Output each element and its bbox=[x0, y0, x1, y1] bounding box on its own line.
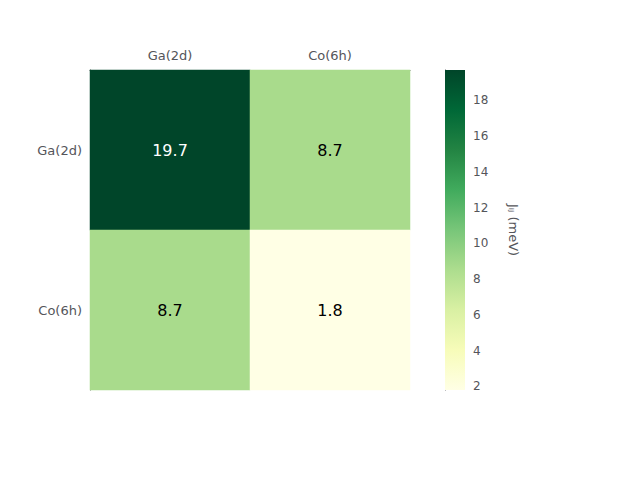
svg-text:Ga(2d): Ga(2d) bbox=[37, 143, 82, 158]
svg-text:8.7: 8.7 bbox=[157, 301, 182, 320]
svg-text:10: 10 bbox=[473, 236, 488, 250]
svg-text:18: 18 bbox=[473, 93, 488, 107]
svg-text:14: 14 bbox=[473, 165, 488, 179]
svg-text:8: 8 bbox=[473, 272, 481, 286]
svg-text:Co(6h): Co(6h) bbox=[38, 303, 82, 318]
svg-text:1.8: 1.8 bbox=[317, 301, 342, 320]
svg-text:6: 6 bbox=[473, 308, 481, 322]
svg-text:16: 16 bbox=[473, 129, 488, 143]
svg-text:8.7: 8.7 bbox=[317, 141, 342, 160]
svg-text:Co(6h): Co(6h) bbox=[308, 48, 352, 63]
svg-text:Ga(2d): Ga(2d) bbox=[148, 48, 193, 63]
svg-text:19.7: 19.7 bbox=[152, 141, 188, 160]
svg-text:Jᵢⱼ (meV): Jᵢⱼ (meV) bbox=[506, 203, 521, 256]
svg-text:4: 4 bbox=[473, 344, 481, 358]
svg-text:12: 12 bbox=[473, 201, 488, 215]
svg-text:2: 2 bbox=[473, 379, 481, 393]
